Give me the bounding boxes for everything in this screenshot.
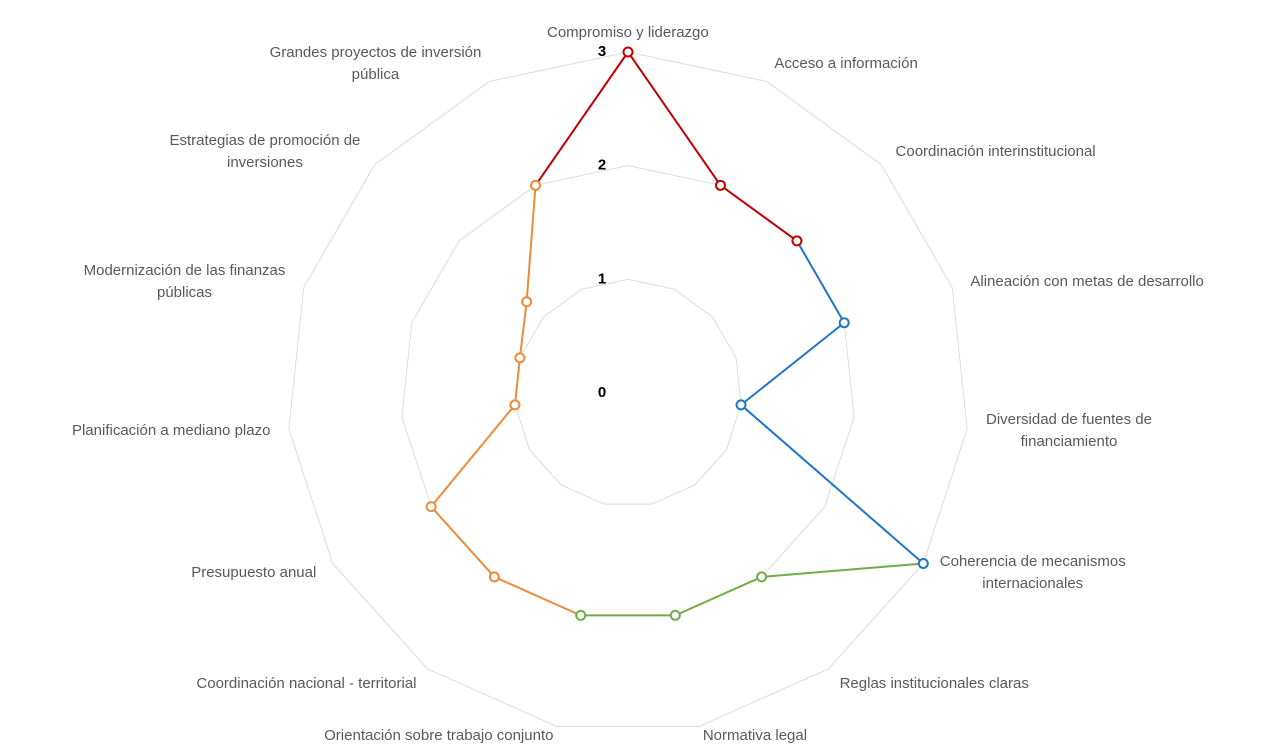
series-segment	[430, 505, 496, 578]
series-segment	[430, 404, 516, 508]
axis-label: Acceso a información	[774, 55, 918, 73]
series-segment	[518, 301, 528, 358]
data-point	[425, 501, 437, 513]
series-segment	[740, 321, 845, 406]
data-point	[509, 399, 521, 411]
series-segment	[761, 562, 924, 578]
axis-label: Coherencia de mecanismos internacionales	[939, 553, 1126, 592]
data-point	[917, 558, 929, 569]
series-segment	[513, 357, 521, 405]
axis-label: Planificación a mediano plazo	[71, 421, 271, 439]
axis-label: Reglas institucionales claras	[839, 675, 1029, 693]
tick-label: 0	[598, 384, 606, 401]
axis-label: Alineación con metas de desarrollo	[970, 272, 1204, 290]
data-point	[756, 571, 768, 583]
data-point	[530, 179, 542, 191]
data-point	[791, 235, 803, 247]
axis-label: Diversidad de fuentes de financiamiento	[986, 410, 1152, 450]
axis-label: Presupuesto anual	[191, 564, 317, 581]
axis-label: Coordinación nacional - territorial	[196, 675, 417, 693]
data-point	[735, 399, 747, 411]
grid-ring	[288, 51, 968, 728]
series-segment	[740, 404, 924, 565]
data-point	[838, 317, 850, 329]
series-segment	[534, 51, 629, 186]
series-segment	[719, 184, 798, 242]
axis-label: Modernización de las finanzas públicas	[83, 261, 286, 301]
axis-label: Orientación sobre trabajo conjunto	[324, 727, 554, 744]
tick-label: 3	[598, 43, 606, 60]
series-segment	[796, 240, 846, 324]
axis-label: Coordinación interinstitucional	[895, 143, 1096, 161]
data-point	[622, 46, 634, 58]
data-point	[514, 352, 526, 364]
series-segment	[493, 576, 582, 617]
series-segment	[525, 185, 537, 302]
axis-label: Estrategias de promoción de inversiones	[169, 132, 361, 172]
axis-label: Compromiso y liderazgo	[547, 24, 709, 41]
data-point	[488, 571, 500, 583]
tick-label: 1	[598, 270, 606, 287]
data-point	[669, 609, 681, 621]
grid-ring	[514, 278, 742, 505]
series-segment	[627, 51, 722, 186]
data-point	[521, 296, 533, 308]
data-point	[575, 609, 587, 621]
tick-label: 2	[598, 157, 606, 174]
axis-label: Normativa legal	[702, 727, 808, 744]
axis-label: Grandes proyectos de inversión pública	[269, 44, 482, 84]
data-point	[714, 179, 726, 191]
series-segment	[674, 576, 763, 617]
